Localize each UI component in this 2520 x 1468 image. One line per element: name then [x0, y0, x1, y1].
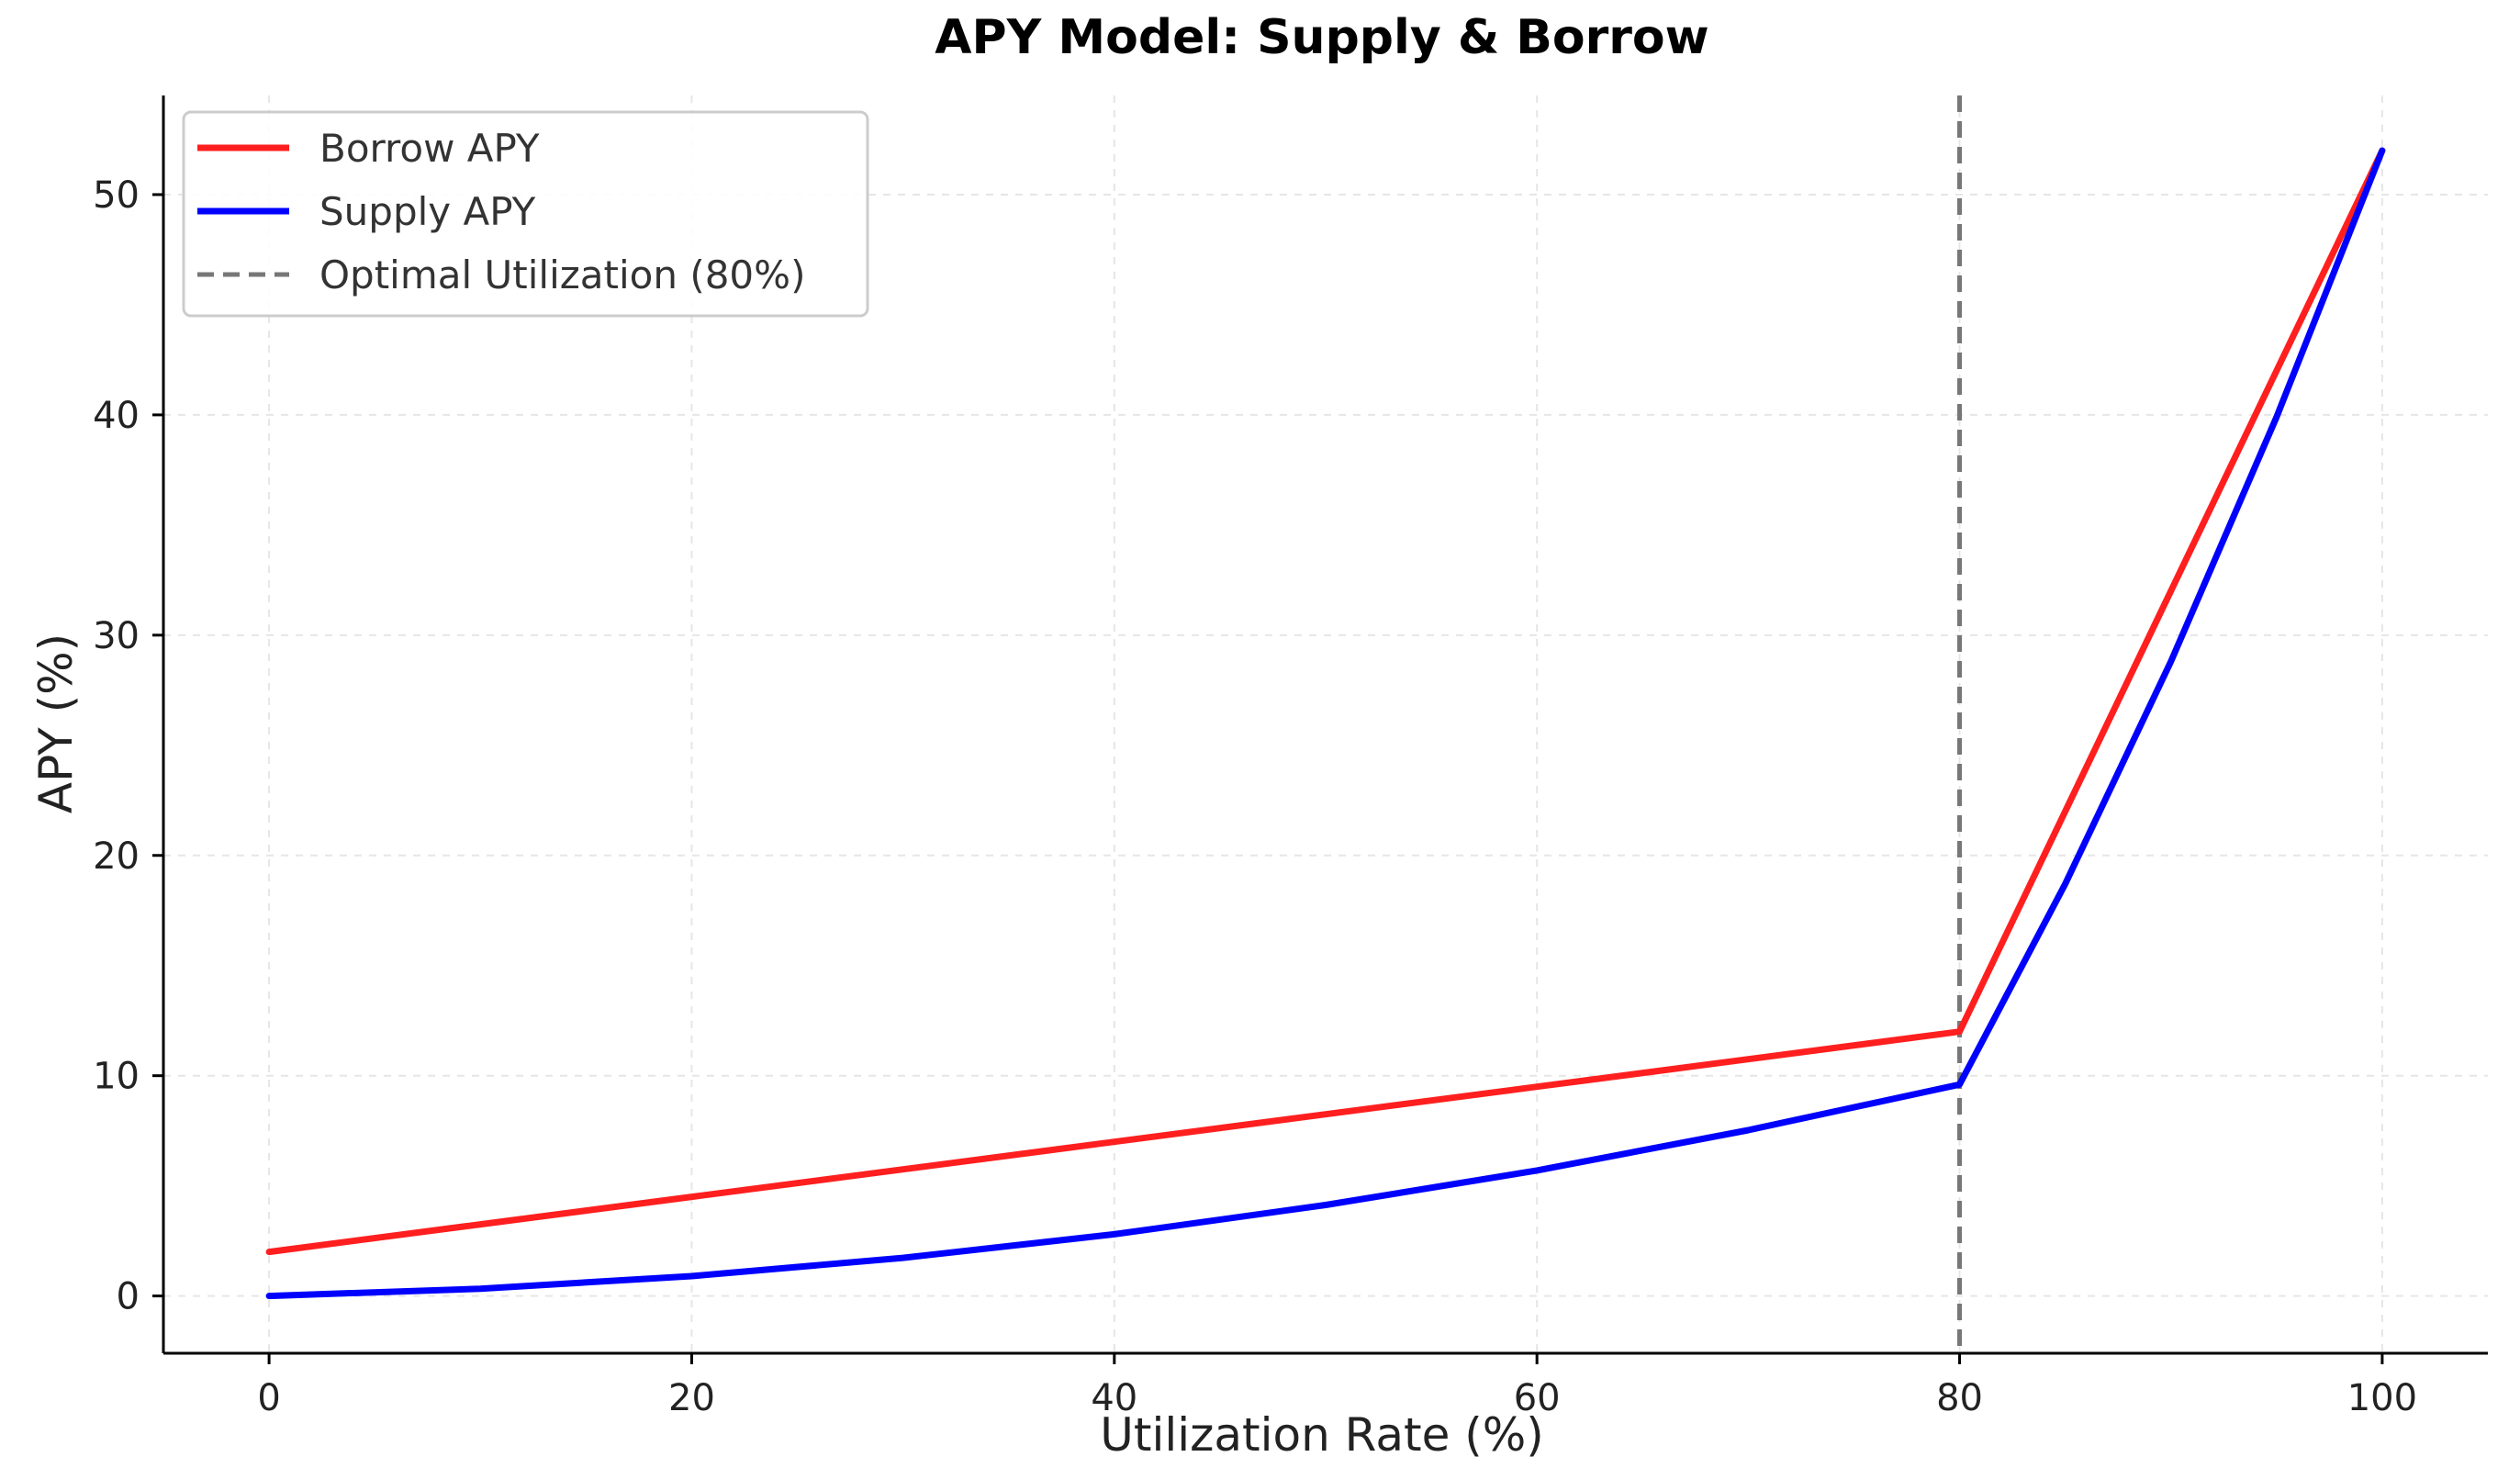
- series-line-supply-apy: [265, 147, 2386, 1300]
- x-tick-label-40: 40: [1091, 1377, 1137, 1419]
- legend-frame: [182, 110, 869, 318]
- chart-title: APY Model: Supply & Borrow: [935, 10, 1708, 65]
- x-tick-label-80: 80: [1936, 1377, 1983, 1419]
- grid: [163, 95, 2488, 1353]
- axes: [162, 95, 2488, 1355]
- legend-label-supply: Supply APY: [319, 189, 536, 234]
- series-line-borrow-apy: [265, 147, 2386, 1256]
- series-lines: [265, 147, 2386, 1300]
- y-tick-label-30: 30: [93, 615, 140, 657]
- y-axis-label: APY (%): [29, 633, 83, 813]
- x-tick-label-60: 60: [1514, 1377, 1561, 1419]
- y-tick-label-50: 50: [93, 174, 140, 217]
- x-tick-label-20: 20: [668, 1377, 715, 1419]
- x-tick-label-100: 100: [2347, 1377, 2417, 1419]
- y-tick-label-0: 0: [117, 1276, 140, 1318]
- legend-label-optimal: Optimal Utilization (80%): [319, 252, 805, 297]
- y-tick-label-10: 10: [93, 1056, 140, 1098]
- legend: Borrow APY Supply APY Optimal Utilizatio…: [182, 110, 869, 318]
- y-tick-label-20: 20: [93, 835, 140, 878]
- x-axis-label: Utilization Rate (%): [1100, 1408, 1544, 1462]
- legend-label-borrow: Borrow APY: [319, 126, 540, 171]
- x-tick-label-0: 0: [257, 1377, 280, 1419]
- y-tick-label-40: 40: [93, 395, 140, 437]
- tick-labels: 0 20 40 60 80 100 0 10 20 30 40 50: [93, 174, 2417, 1419]
